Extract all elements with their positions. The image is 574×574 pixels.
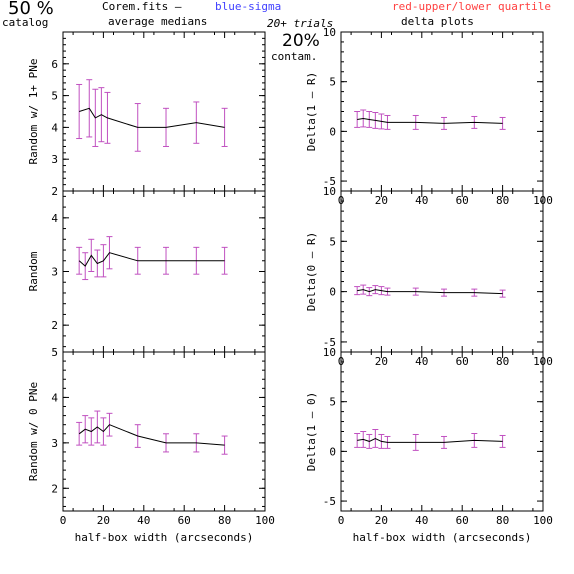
x-tick-label: 60 (456, 194, 469, 207)
x-tick-label: 80 (496, 194, 509, 207)
blue-sigma-label: blue-sigma (215, 0, 282, 13)
x-tick-label: 60 (456, 355, 469, 368)
y-axis-label: Delta(1 – R) (305, 72, 318, 151)
y-tick-label: 2 (51, 319, 58, 332)
red-quartile-label: red-upper/lower quartile (392, 0, 551, 13)
y-tick-label: 10 (323, 346, 336, 359)
y-tick-label: 0 (329, 445, 336, 458)
y-axis-label: Random (27, 251, 40, 291)
x-tick-label: 60 (456, 514, 469, 527)
average-medians-label: average medians (108, 15, 208, 28)
y-tick-label: -5 (323, 495, 336, 508)
median-line (357, 437, 503, 443)
y-tick-label: 10 (323, 185, 336, 198)
plot-frame (62, 31, 266, 192)
y-tick-label: 0 (329, 125, 336, 138)
y-tick-label: 0 (329, 286, 336, 299)
x-tick-label: 80 (496, 355, 509, 368)
y-axis-label: Random w/ 1+ PNe (27, 59, 40, 165)
plot-frame (340, 351, 544, 512)
catalog-percent: 50 % (8, 0, 54, 19)
x-tick-label: 80 (218, 514, 231, 527)
x-tick-label: 40 (415, 355, 428, 368)
x-tick-label: 60 (178, 514, 191, 527)
y-tick-label: 4 (51, 212, 58, 225)
y-tick-label: 3 (51, 437, 58, 450)
y-tick-label: 10 (323, 26, 336, 39)
contamination-label: contam. (271, 50, 318, 63)
file-label: Corem.fits – (102, 0, 182, 13)
x-tick-label: 20 (97, 514, 110, 527)
y-axis-label: Random w/ 0 PNe (27, 382, 40, 481)
x-axis-label: half-box width (arcseconds) (353, 531, 532, 544)
y-tick-label: 3 (51, 266, 58, 279)
x-tick-label: 40 (415, 194, 428, 207)
median-line (78, 252, 225, 267)
y-tick-label: -5 (323, 336, 336, 349)
y-tick-label: 5 (329, 235, 336, 248)
x-tick-label: 20 (375, 514, 388, 527)
x-tick-label: 0 (60, 514, 67, 527)
x-tick-label: 20 (375, 355, 388, 368)
y-axis-label: Delta(1 – 0) (305, 392, 318, 471)
x-tick-label: 0 (338, 514, 345, 527)
plot-frame (62, 351, 266, 512)
panel-1: 2 3 4 5 6 Random w/ 1+ PNe (27, 31, 266, 198)
y-tick-label: -5 (323, 175, 336, 188)
median-line (357, 117, 503, 124)
median-line (357, 289, 503, 295)
y-tick-label: 4 (51, 391, 58, 404)
plot-frame (340, 190, 544, 353)
panel-5: 0 20 40 60 80 100 2 3 4 5 Random w/ 0 PNe half-box … (27, 346, 275, 544)
y-tick-label: 5 (51, 346, 58, 359)
x-tick-label: 80 (496, 514, 509, 527)
catalog-label: catalog (2, 16, 49, 29)
x-tick-label: 100 (533, 514, 553, 527)
x-tick-label: 20 (375, 194, 388, 207)
contamination-percent: 20% (282, 31, 320, 51)
median-line (79, 107, 225, 128)
y-tick-label: 4 (51, 121, 58, 134)
y-tick-label: 5 (329, 76, 336, 89)
y-tick-label: 5 (329, 396, 336, 409)
x-axis-label: half-box width (arcseconds) (75, 531, 254, 544)
y-tick-label: 6 (51, 58, 58, 71)
y-tick-label: 5 (51, 90, 58, 103)
y-tick-label: 2 (51, 482, 58, 495)
x-tick-label: 40 (415, 514, 428, 527)
median-line (78, 424, 225, 446)
y-axis-label: Delta(0 – R) (305, 232, 318, 311)
y-tick-label: 3 (51, 153, 58, 166)
panel-3: 2 3 4 Random (27, 190, 266, 353)
delta-plots-title: delta plots (401, 15, 474, 28)
x-tick-label: 40 (137, 514, 150, 527)
y-tick-label: 2 (51, 185, 58, 198)
trials-label: 20+ trials (267, 17, 334, 30)
x-tick-label: 100 (255, 514, 275, 527)
